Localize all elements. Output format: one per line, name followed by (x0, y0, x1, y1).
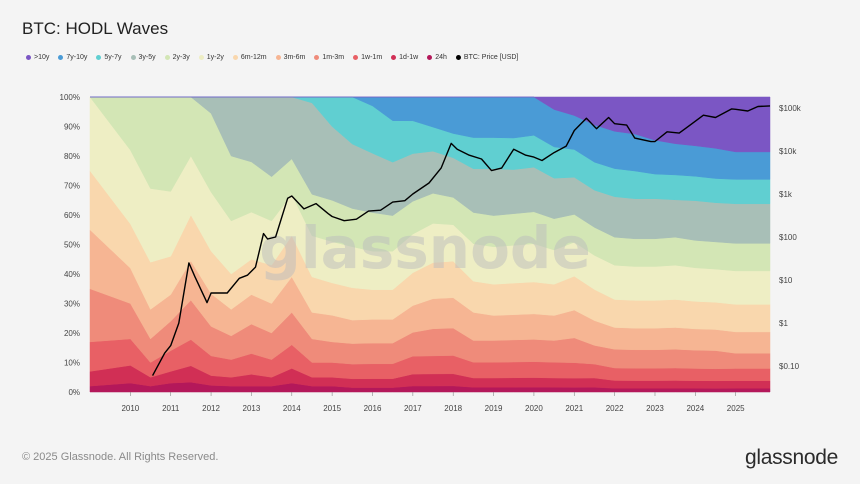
legend-item: 24h (427, 54, 447, 61)
y-tick-label: 60% (64, 211, 80, 220)
x-tick-label: 2022 (606, 404, 624, 413)
legend-item: 2y-3y (164, 54, 190, 61)
x-tick-label: 2014 (283, 404, 301, 413)
x-tick-label: 2025 (727, 404, 745, 413)
y-tick-label: 70% (64, 182, 80, 191)
legend-item: 1d-1w (391, 54, 418, 61)
y-tick-label: 100% (60, 93, 80, 102)
legend-item: 1w-1m (353, 54, 382, 61)
legend-swatch (275, 55, 281, 60)
legend-label: 2y-3y (172, 54, 190, 61)
legend-item: BTC: Price [USD] (455, 54, 519, 61)
legend-label: BTC: Price [USD] (463, 54, 519, 61)
legend-swatch (26, 55, 31, 60)
legend-swatch (164, 55, 170, 60)
legend-swatch (455, 55, 461, 60)
x-tick-label: 2016 (364, 404, 382, 413)
hodl-area-layer (89, 96, 771, 393)
watermark-text: glassnode (259, 214, 591, 282)
x-tick-label: 2015 (323, 404, 341, 413)
price-tick-label: $10 (779, 276, 793, 285)
legend-swatch (58, 55, 64, 60)
y-tick-label: 10% (64, 359, 80, 368)
price-tick-label: $0.10 (779, 362, 800, 371)
legend-item: 1m-3m (314, 54, 344, 61)
legend-swatch (198, 55, 204, 60)
y-tick-label: 90% (64, 123, 80, 132)
legend-swatch (353, 55, 359, 60)
legend-label: 24h (435, 54, 447, 61)
legend-swatch (314, 55, 320, 60)
legend-label: 1w-1m (361, 54, 383, 61)
x-tick-label: 2019 (485, 404, 503, 413)
area-series (90, 96, 771, 153)
x-tick-label: 2024 (686, 404, 704, 413)
footer-logo: glassnode (744, 446, 838, 469)
footer-copyright: © 2025 Glassnode. All Rights Reserved. (22, 451, 219, 463)
legend-label: 1y-2y (206, 54, 224, 61)
x-tick-label: 2018 (444, 404, 462, 413)
price-line-layer (151, 105, 771, 376)
price-line (151, 105, 771, 376)
x-tick-label: 2012 (202, 404, 220, 413)
x-tick-label: 2023 (646, 404, 664, 413)
x-tick-label: 2017 (404, 404, 422, 413)
legend-item: 7y-10y (58, 54, 87, 61)
x-tick-label: 2020 (525, 404, 543, 413)
legend-label: 6m-12m (240, 54, 267, 61)
price-tick-label: $1k (779, 190, 793, 199)
x-tick-label: 2010 (121, 404, 139, 413)
legend-label: 7y-10y (66, 54, 88, 61)
chart-legend: >10y 7y-10y 5y-7y 3y-5y 2y-3y 1y-2y 6m-12m 3m-6… (26, 54, 518, 61)
legend-swatch (96, 55, 102, 60)
y-tick-label: 80% (64, 152, 80, 161)
chart-title: BTC: HODL Waves (22, 19, 169, 38)
y-tick-label: 0% (68, 388, 80, 397)
y-tick-label: 50% (64, 241, 80, 250)
y-tick-label: 40% (64, 270, 80, 279)
legend-swatch (232, 55, 238, 60)
x-tick-label: 2011 (162, 404, 180, 413)
legend-item: 5y-7y (96, 54, 122, 61)
legend-swatch (391, 55, 397, 60)
legend-label: 3m-6m (283, 54, 306, 61)
price-tick-label: $100k (779, 104, 802, 113)
legend-label: 5y-7y (104, 54, 122, 61)
legend-swatch (427, 55, 433, 60)
legend-label: 1m-3m (322, 54, 345, 61)
x-tick-label: 2013 (243, 404, 261, 413)
price-tick-label: $10k (779, 147, 797, 156)
x-tick-label: 2021 (565, 404, 583, 413)
price-tick-label: $1 (779, 319, 788, 328)
price-tick-label: $100 (779, 233, 797, 242)
axes: 0% 10% 20% 30% 40% 50% 60% 70% 80% 90% 100% 2010 201… (60, 93, 802, 413)
legend-item: >10y (26, 54, 49, 61)
y-tick-label: 20% (64, 329, 80, 338)
legend-swatch (130, 55, 136, 60)
legend-item: 1y-2y (198, 54, 224, 61)
legend-label: >10y (34, 54, 50, 61)
legend-item: 3y-5y (130, 54, 156, 61)
legend-label: 1d-1w (399, 54, 419, 61)
legend-item: 3m-6m (275, 54, 306, 61)
legend-label: 3y-5y (138, 54, 156, 61)
y-tick-label: 30% (64, 300, 80, 309)
hodl-waves-chart: glassnode 0% 10% 20% 30% 40% 50% 60% 70% 80% 90% 1… (60, 93, 802, 413)
legend-item: 6m-12m (232, 54, 267, 61)
